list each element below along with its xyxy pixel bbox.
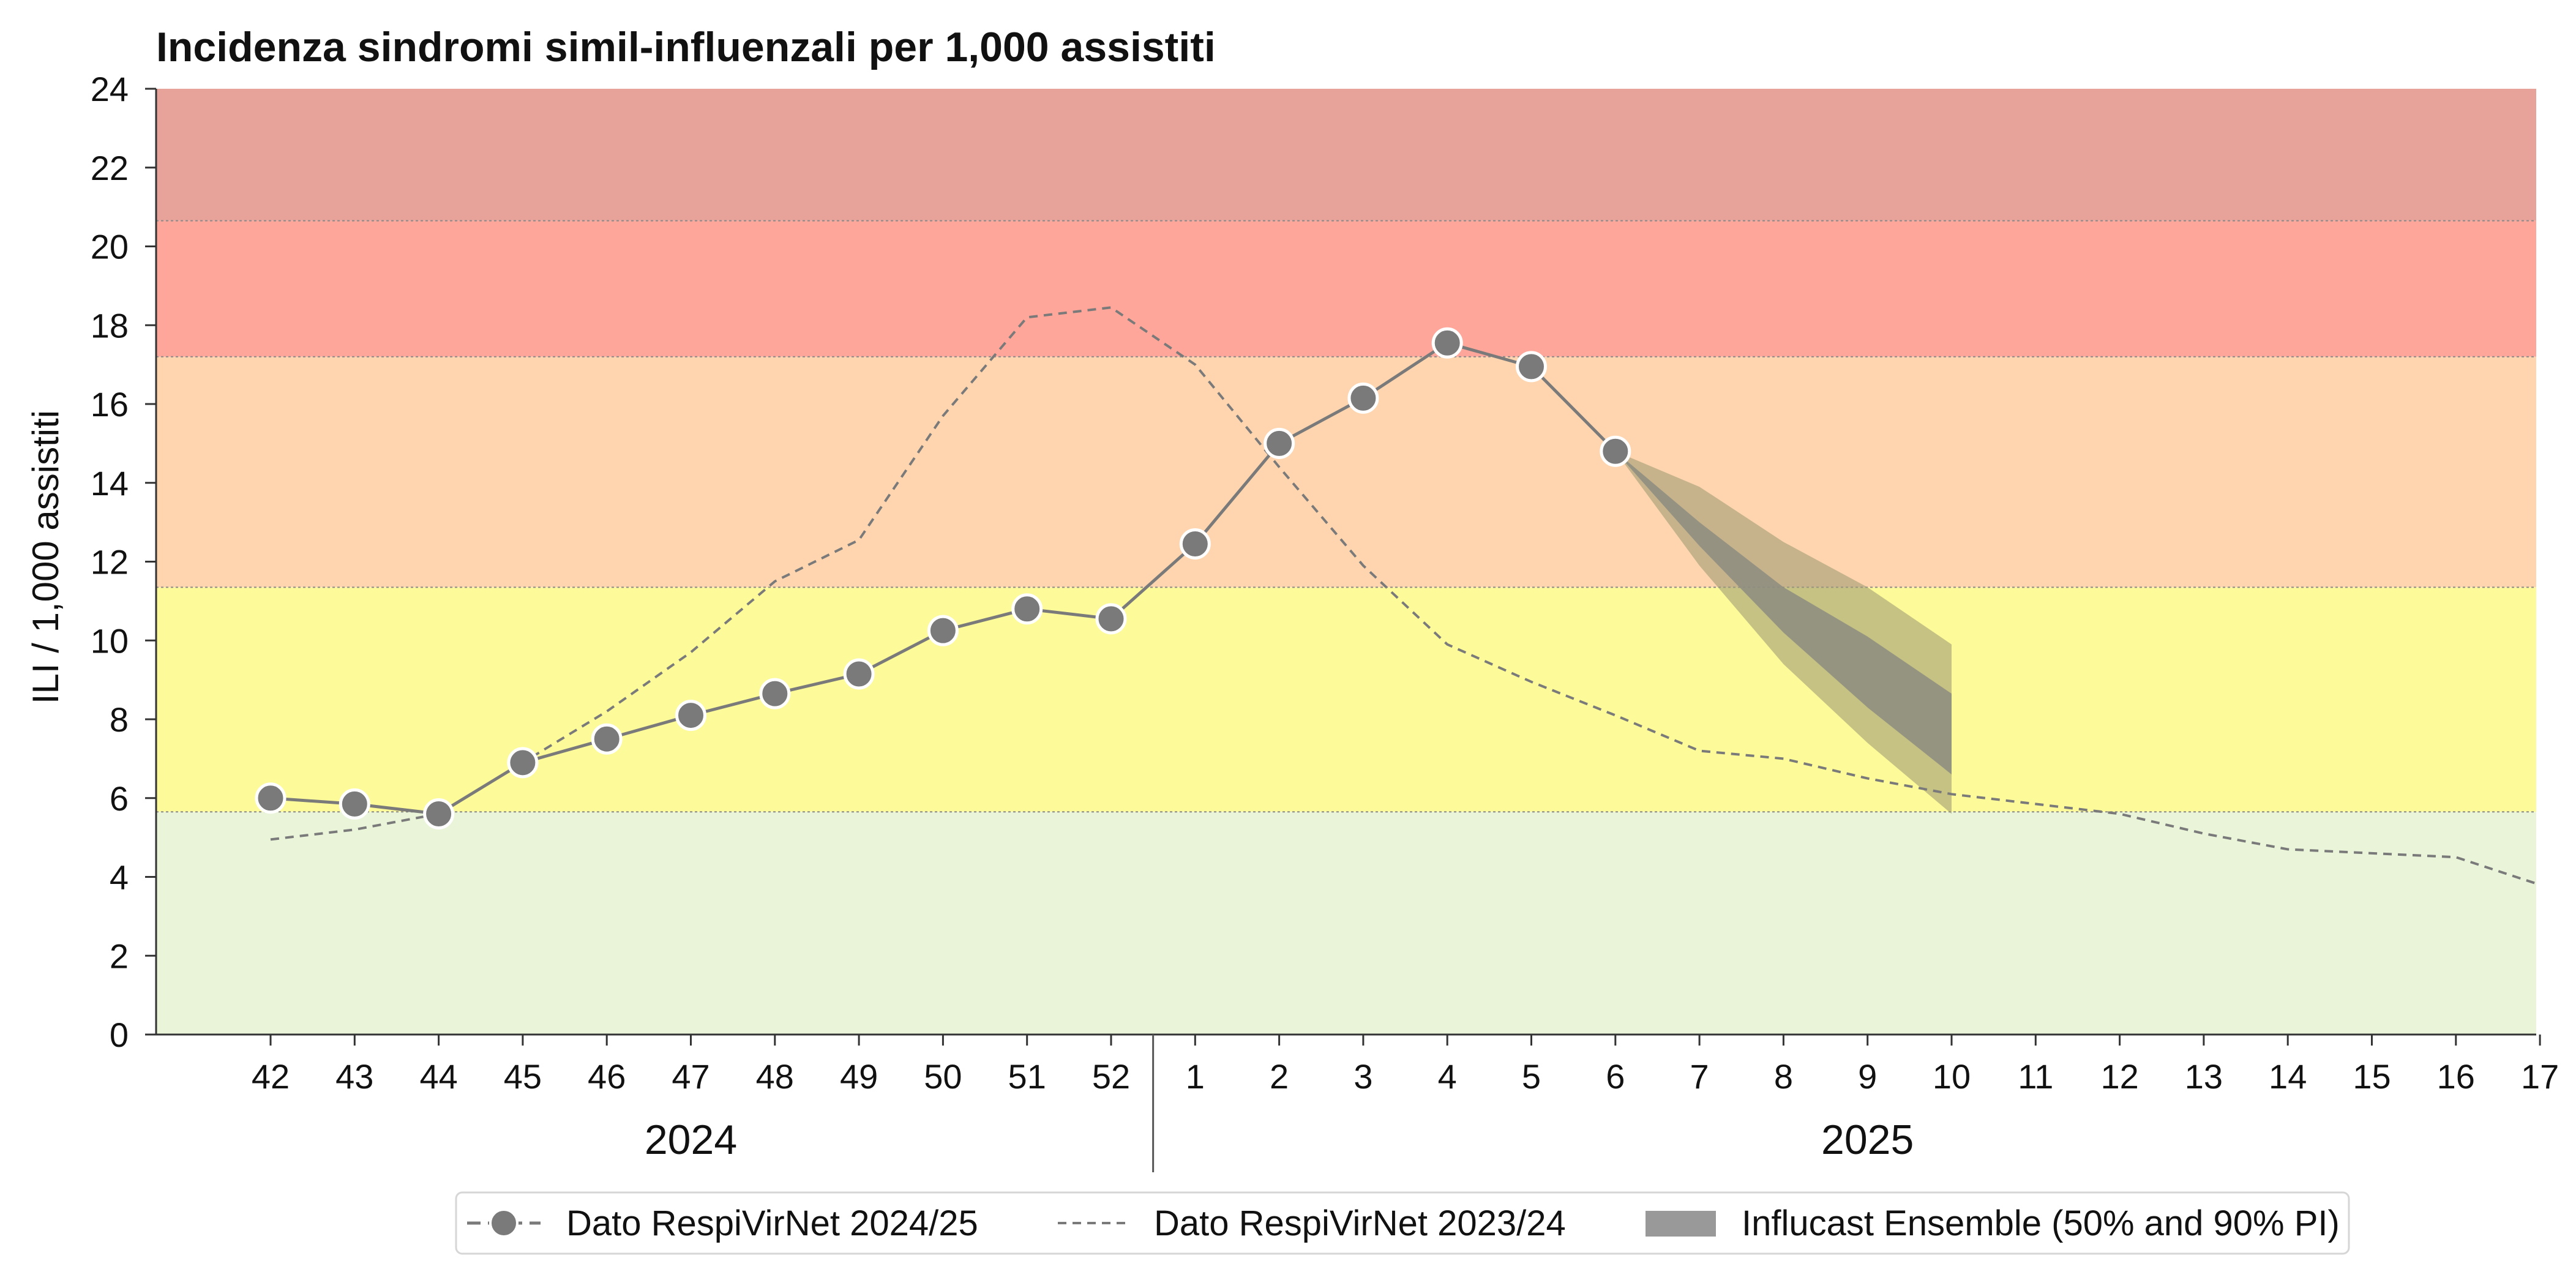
data-point-2024-25 [591, 723, 623, 755]
legend-label-forecast: Influcast Ensemble (50% and 90% PI) [1742, 1203, 2340, 1243]
data-point-2024-25 [339, 788, 370, 820]
data-point-2024-25 [675, 700, 706, 732]
x-tick-label: 44 [419, 1057, 457, 1096]
y-tick-label: 10 [91, 621, 129, 660]
threshold-band [156, 89, 2536, 221]
x-tick-label: 4 [1438, 1057, 1457, 1096]
x-tick-label: 52 [1092, 1057, 1130, 1096]
legend-frame [455, 1191, 2350, 1255]
x-tick-label: 45 [504, 1057, 542, 1096]
y-tick-label: 20 [91, 228, 129, 266]
series-lines [255, 306, 2540, 886]
chart-title: Incidenza sindromi simil-influenzali per… [156, 24, 1216, 70]
x-tick-label: 2 [1270, 1057, 1289, 1096]
data-point-2024-25 [843, 658, 875, 690]
y-axis-label: ILI / 1,000 assistiti [25, 410, 66, 704]
y-tick-label: 16 [91, 385, 129, 424]
data-point-2024-25 [927, 615, 959, 646]
data-point-2024-25 [1600, 435, 1631, 467]
x-tick-label: 3 [1354, 1057, 1372, 1096]
legend-label-2023-24: Dato RespiVirNet 2023/24 [1154, 1203, 1566, 1243]
y-tick-label: 2 [110, 937, 129, 975]
y-tick-label: 8 [110, 700, 129, 739]
legend-swatch-marker-2024-25 [489, 1208, 519, 1238]
x-tick-label: 1 [1186, 1057, 1205, 1096]
data-point-2024-25 [1179, 528, 1211, 560]
x-tick-label: 7 [1690, 1057, 1709, 1096]
x-tick-label: 42 [252, 1057, 290, 1096]
y-tick-label: 6 [110, 779, 129, 818]
data-point-2024-25 [423, 798, 455, 829]
data-point-2024-25 [1431, 327, 1463, 359]
x-tick-label: 5 [1522, 1057, 1541, 1096]
x-tick-label: 46 [588, 1057, 626, 1096]
threshold-bands [156, 89, 2536, 1035]
threshold-band [156, 356, 2536, 588]
x-tick-label: 16 [2437, 1057, 2475, 1096]
data-point-2024-25 [255, 782, 286, 814]
y-tick-label: 0 [110, 1016, 129, 1054]
x-tick-label: 10 [1933, 1057, 1971, 1096]
year-label: 2025 [1821, 1117, 1914, 1163]
x-tick-label: 48 [756, 1057, 794, 1096]
data-point-2024-25 [1095, 603, 1127, 635]
x-tick-label: 49 [840, 1057, 878, 1096]
x-tick-label: 47 [672, 1057, 710, 1096]
y-tick-label: 14 [91, 464, 129, 503]
x-tick-label: 17 [2521, 1057, 2559, 1096]
x-tick-label: 14 [2269, 1057, 2307, 1096]
x-tick-label: 50 [924, 1057, 962, 1096]
forecast-interval [1615, 451, 1952, 814]
x-tick-label: 8 [1774, 1057, 1793, 1096]
threshold-band [156, 587, 2536, 812]
x-tick-label: 11 [2018, 1057, 2053, 1096]
legend: Dato RespiVirNet 2024/25 Dato RespiVirNe… [455, 1191, 2350, 1255]
data-point-2024-25 [1516, 351, 1547, 383]
x-tick-label: 9 [1858, 1057, 1877, 1096]
x-tick-label: 13 [2185, 1057, 2223, 1096]
x-tick-label: 12 [2100, 1057, 2138, 1096]
threshold-band [156, 812, 2536, 1035]
y-tick-label: 4 [110, 858, 129, 897]
data-point-2024-25 [1011, 593, 1043, 625]
legend-label-2024-25: Dato RespiVirNet 2024/25 [566, 1203, 978, 1243]
x-tick-label: 15 [2353, 1057, 2391, 1096]
x-tick-label: 51 [1008, 1057, 1046, 1096]
x-tick-label: 43 [335, 1057, 373, 1096]
x-tick-label: 6 [1606, 1057, 1625, 1096]
y-tick-label: 24 [91, 70, 129, 108]
legend-swatch-forecast [1646, 1211, 1716, 1237]
data-point-2024-25 [507, 747, 539, 779]
y-tick-label: 12 [91, 543, 129, 582]
series-line-2023-24 [270, 306, 2540, 886]
y-tick-label: 22 [91, 149, 129, 187]
year-label: 2024 [645, 1117, 737, 1163]
threshold-band [156, 220, 2536, 357]
data-point-2024-25 [1264, 427, 1295, 459]
data-point-2024-25 [1347, 382, 1379, 414]
forecast-band-50 [1615, 451, 1952, 775]
y-tick-label: 18 [91, 306, 129, 345]
data-point-2024-25 [759, 678, 791, 709]
